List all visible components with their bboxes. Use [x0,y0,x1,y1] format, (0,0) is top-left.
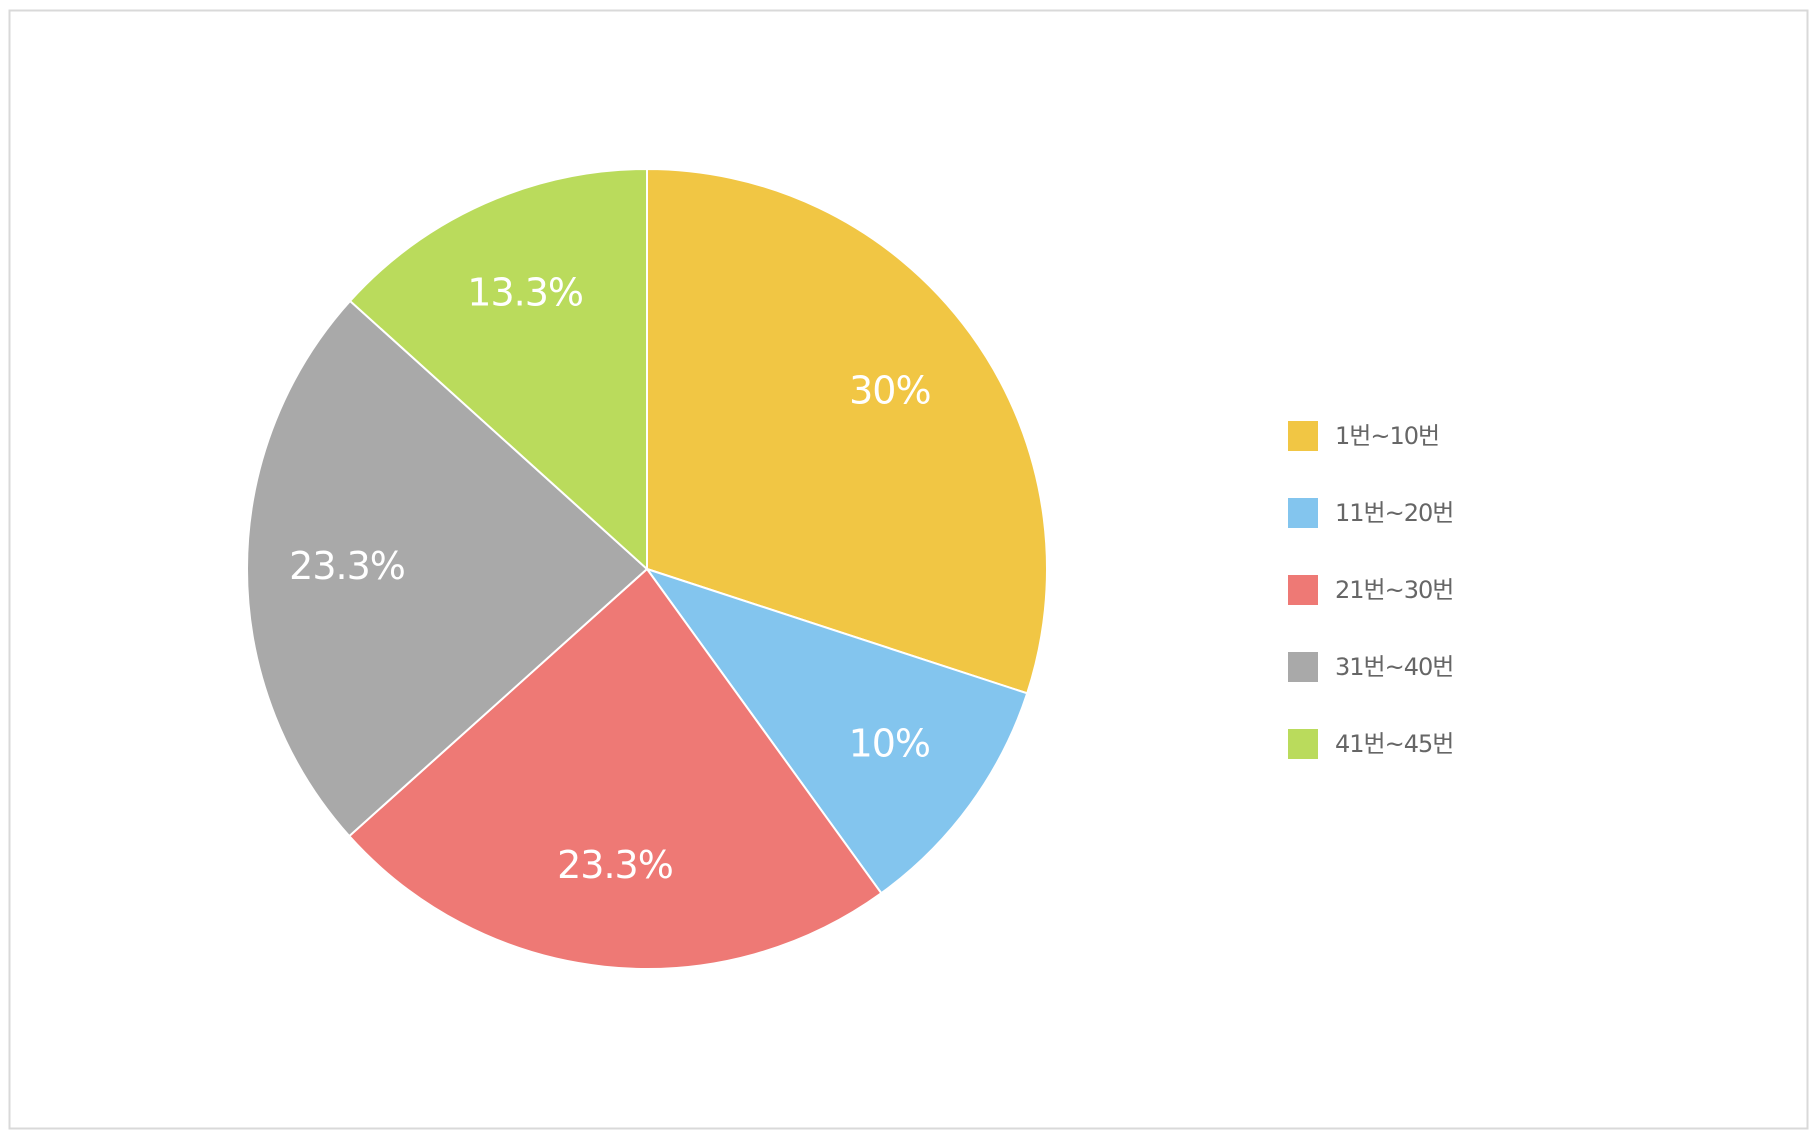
legend-label: 11번~20번 [1335,499,1453,527]
pie-slice [646,167,1048,695]
pie-slice [347,567,883,970]
legend-label: 1번~10번 [1335,422,1439,450]
pie-slice [644,567,1029,895]
legend-label: 31번~40번 [1335,653,1453,681]
legend-swatch [1288,729,1318,759]
legend-label: 41번~45번 [1335,730,1453,758]
value-label: 10% [849,721,930,765]
legend-swatch [1288,421,1318,451]
value-label: 23.3% [289,544,405,588]
legend-swatch [1288,498,1318,528]
value-label: 30% [849,368,930,412]
legend-swatch [1288,652,1318,682]
pie-slice [348,167,648,572]
legend-swatch [1288,575,1318,605]
value-label: 23.3% [557,843,673,887]
value-label: 13.3% [467,270,583,314]
legend-label: 21번~30번 [1335,576,1453,604]
pie-slice [246,299,649,838]
